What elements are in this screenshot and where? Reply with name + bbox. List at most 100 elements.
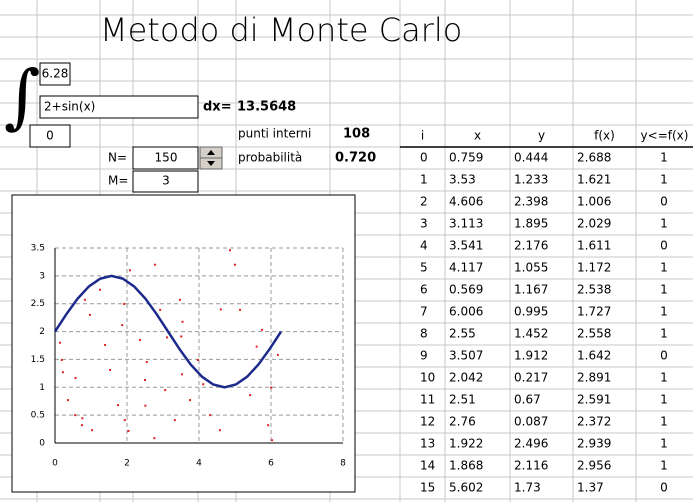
point <box>153 437 156 440</box>
x-tick-label: 4 <box>196 459 202 469</box>
chart-frame <box>11 194 356 493</box>
table-cell: 1 <box>660 327 668 341</box>
table-cell: 1.37 <box>577 481 604 495</box>
point <box>239 308 242 311</box>
table-cell: 3.507 <box>449 349 483 363</box>
table-cell: 1 <box>660 371 668 385</box>
point <box>249 394 252 397</box>
table-cell: 1.922 <box>449 437 483 451</box>
table-cell: 4 <box>420 239 428 253</box>
point <box>128 269 131 272</box>
table-cell: 1.167 <box>514 283 548 297</box>
point <box>228 249 231 252</box>
table-header: i <box>421 129 424 143</box>
point <box>189 399 191 402</box>
table-cell: 13 <box>420 437 435 451</box>
table-cell: 8 <box>420 327 428 341</box>
table-cell: 1.452 <box>514 327 548 341</box>
m-box[interactable] <box>132 170 199 193</box>
table-cell: 3.113 <box>449 217 483 231</box>
table-header: x <box>474 129 481 143</box>
table-cell: 2.176 <box>514 239 548 253</box>
table-cell: 0.67 <box>514 393 541 407</box>
sheet-title: Metodo di Monte Carlo <box>100 11 462 49</box>
area-value: 13.5648 <box>237 100 296 115</box>
inside-value: 108 <box>343 127 370 142</box>
upper-limit: 6.28 <box>42 67 69 81</box>
table-cell: 0 <box>660 349 668 363</box>
point <box>270 386 273 389</box>
integrand-box[interactable] <box>39 95 199 119</box>
point <box>145 361 148 364</box>
table-cell: 0 <box>660 481 668 495</box>
n-box[interactable] <box>132 146 199 170</box>
table-cell: 0 <box>660 195 668 209</box>
table-cell: 1 <box>660 305 668 319</box>
point <box>154 263 157 266</box>
table-cell: 0.569 <box>449 283 483 297</box>
lower-box[interactable] <box>29 124 71 148</box>
point <box>255 345 258 348</box>
table-cell: 12 <box>420 415 435 429</box>
table-cell: 1.727 <box>577 305 611 319</box>
table-cell: 2.939 <box>577 437 611 451</box>
table-cell: 2.042 <box>449 371 483 385</box>
point <box>164 389 167 392</box>
table-cell: 9 <box>420 349 428 363</box>
point <box>159 308 162 311</box>
table-cell: 2.029 <box>577 217 611 231</box>
point <box>123 302 126 305</box>
point <box>81 417 84 420</box>
table-cell: 2.538 <box>577 283 611 297</box>
table-cell: 1.895 <box>514 217 548 231</box>
table-cell: 6 <box>420 283 428 297</box>
table-cell: 2.891 <box>577 371 611 385</box>
upper-box[interactable] <box>39 62 71 86</box>
table-cell: 11 <box>420 393 435 407</box>
table-cell: 1 <box>420 173 428 187</box>
table-cell: 4.117 <box>449 261 483 275</box>
table-cell: 5 <box>420 261 428 275</box>
table-cell: 1.912 <box>514 349 548 363</box>
point <box>74 376 77 379</box>
point <box>276 353 279 356</box>
integrand: 2+sin(x) <box>44 100 95 114</box>
m-label: M= <box>108 174 128 188</box>
table-cell: 1 <box>660 261 668 275</box>
table-cell: 0.217 <box>514 371 548 385</box>
table-cell: 2.496 <box>514 437 548 451</box>
point <box>61 371 64 374</box>
point <box>99 288 101 291</box>
table-cell: 1 <box>660 217 668 231</box>
table-cell: 7 <box>420 305 428 319</box>
prob-value: 0.720 <box>335 151 376 166</box>
y-tick-label: 3 <box>39 271 45 281</box>
table-cell: 1.055 <box>514 261 548 275</box>
point <box>121 324 124 327</box>
table-cell: 2.372 <box>577 415 611 429</box>
table-cell: 0.995 <box>514 305 548 319</box>
point <box>173 419 176 422</box>
point <box>109 369 112 372</box>
table-cell: 1 <box>660 283 668 297</box>
table-header: f(x) <box>594 129 615 143</box>
table-header: y <box>538 129 545 143</box>
table-cell: 1 <box>660 415 668 429</box>
table-cell: 2.591 <box>577 393 611 407</box>
point <box>234 263 236 266</box>
table-cell: 3 <box>420 217 428 231</box>
table-cell: 1.73 <box>514 481 541 495</box>
lower-limit: 0 <box>46 129 54 143</box>
table-cell: 2.558 <box>577 327 611 341</box>
point <box>144 379 146 382</box>
table-cell: 3.541 <box>449 239 483 253</box>
point <box>59 341 62 344</box>
point <box>60 358 63 361</box>
point <box>138 338 141 341</box>
table-cell: 0.759 <box>449 151 483 165</box>
table-cell: 2.116 <box>514 459 548 473</box>
table-cell: 2.51 <box>449 393 476 407</box>
table-cell: 0.444 <box>514 151 548 165</box>
point <box>202 383 205 386</box>
